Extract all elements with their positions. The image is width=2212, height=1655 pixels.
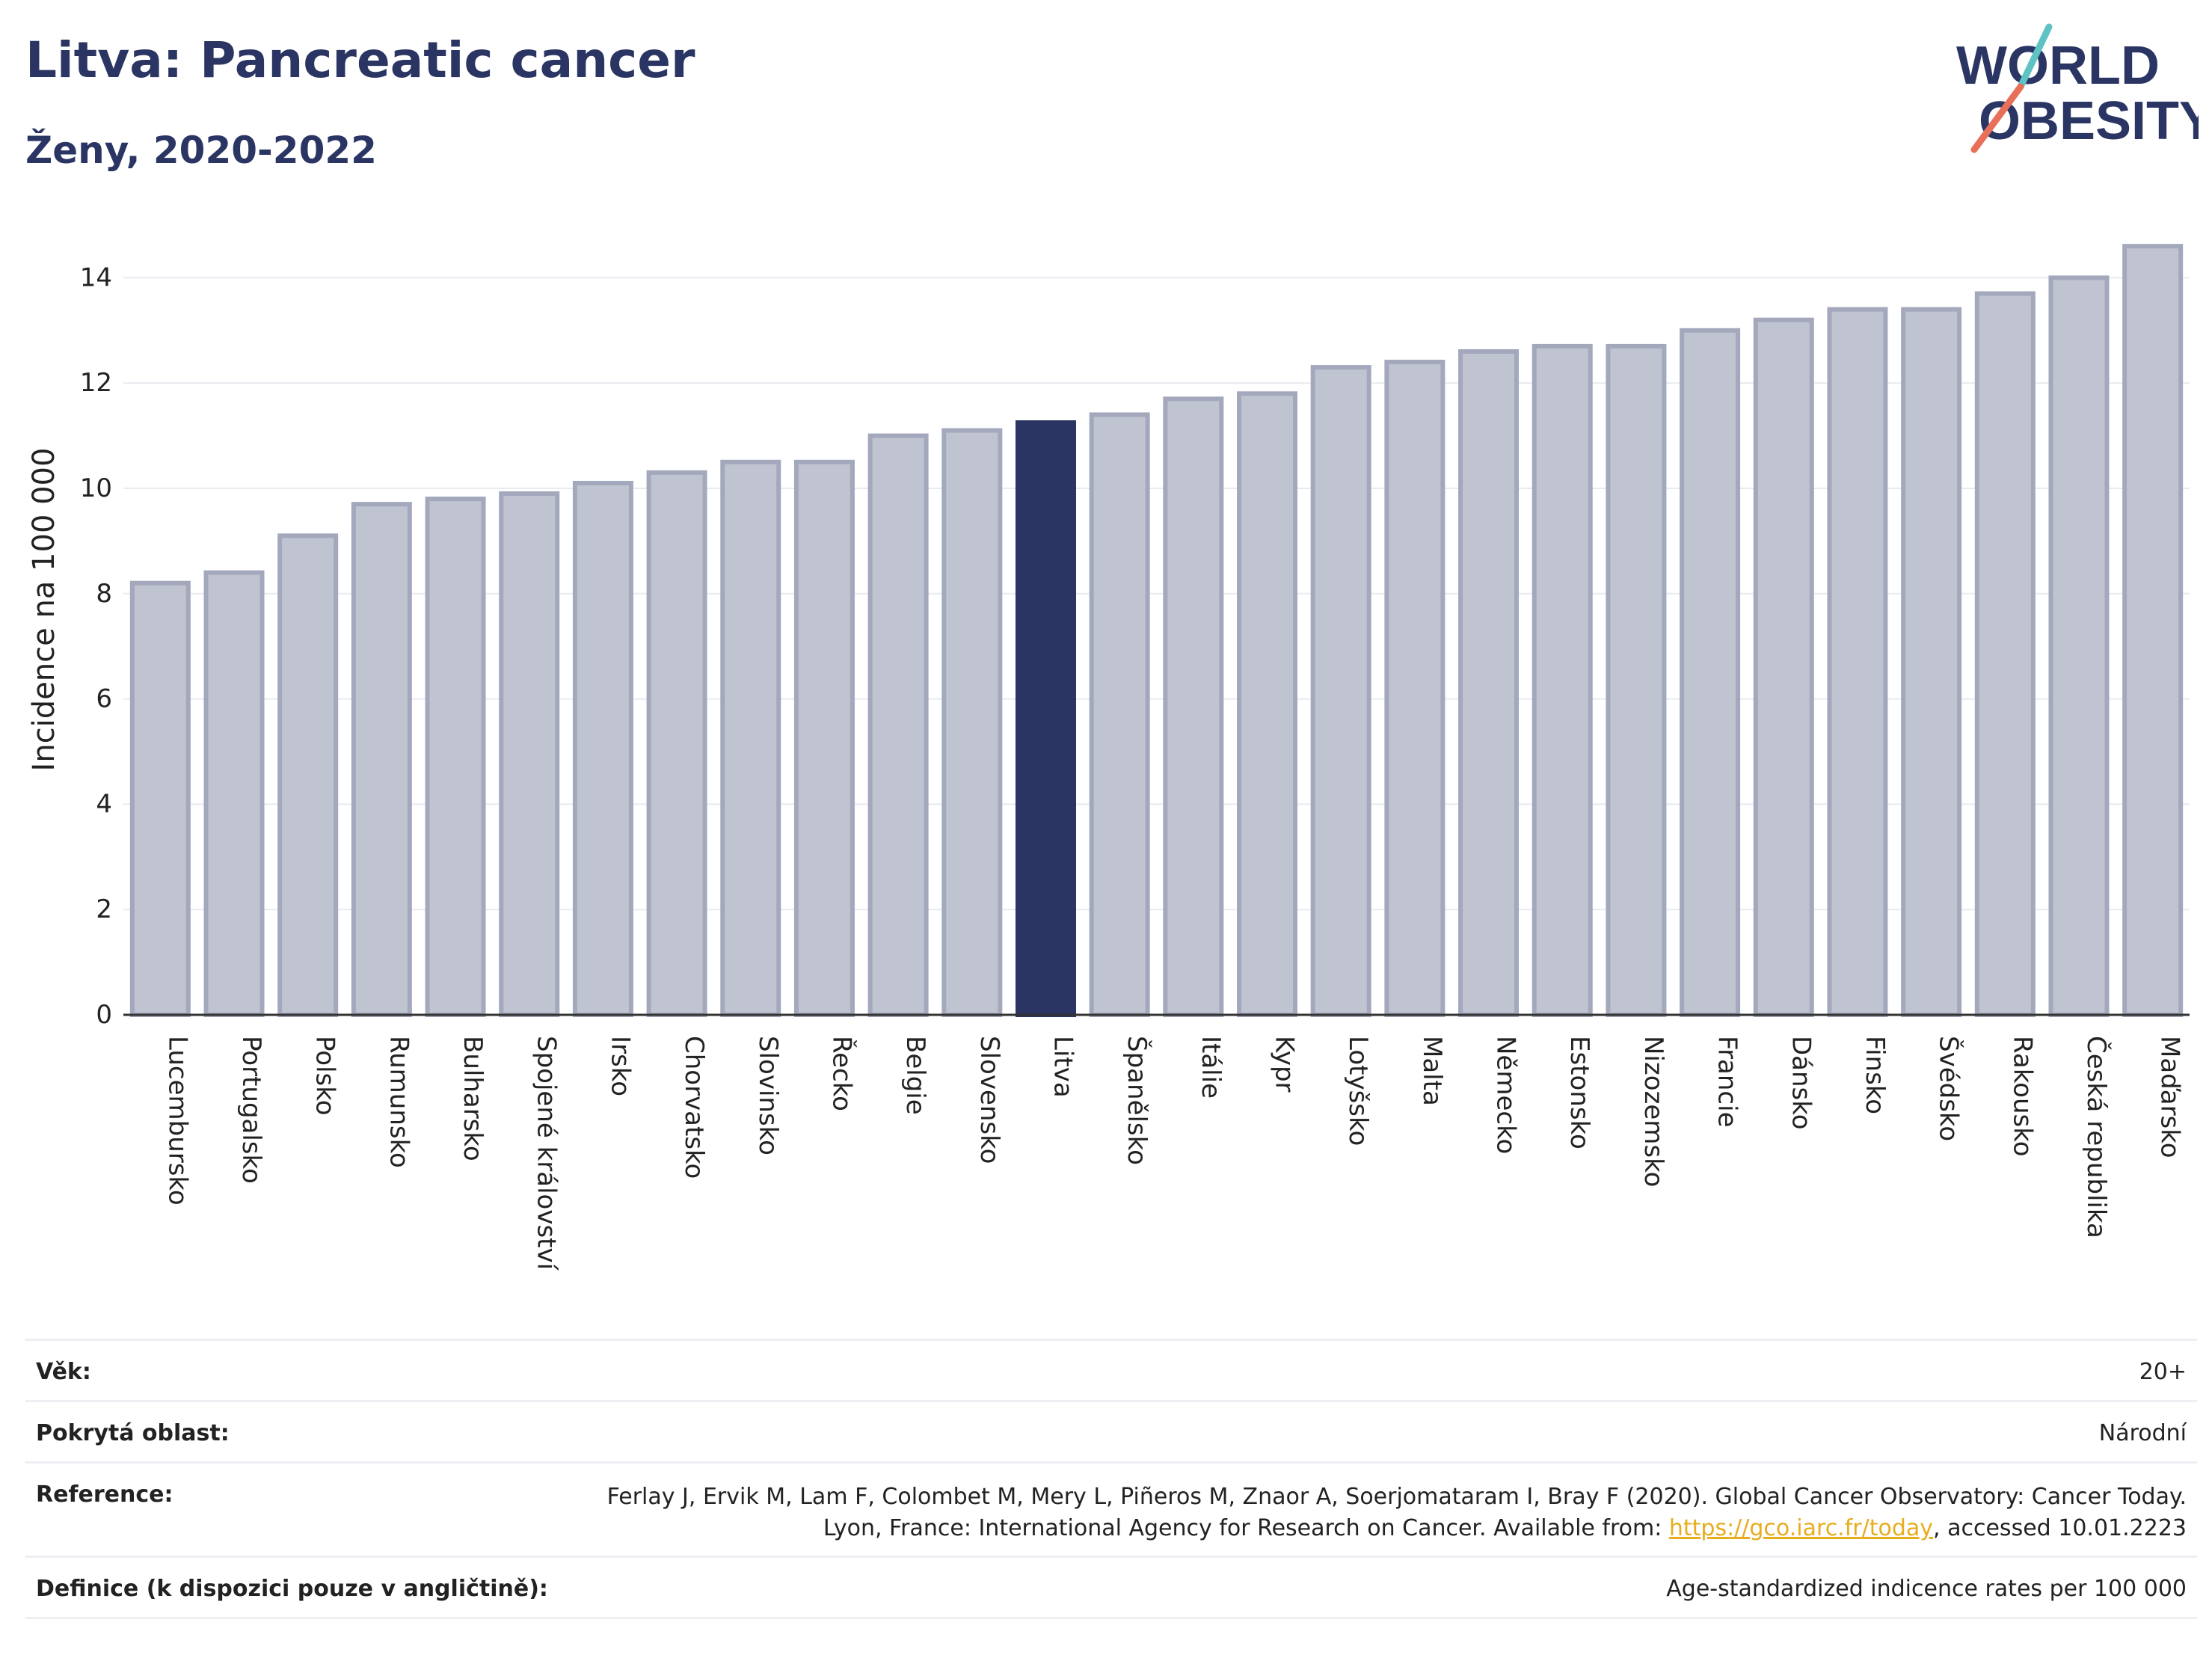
definition-value: Age-standardized indicence rates per 100… xyxy=(1666,1576,2187,1602)
reference-accessed: , accessed 10.01.2223 xyxy=(1933,1515,2187,1541)
x-tick-label-dansko: Dánsko xyxy=(1786,1036,1816,1130)
x-tick-label-ceska-republika: Česká republika xyxy=(2081,1036,2112,1238)
bar-svedsko xyxy=(1901,307,1962,1017)
metadata-table: Věk: 20+ Pokrytá oblast: Národní Referen… xyxy=(25,1339,2197,1619)
age-label: Věk: xyxy=(36,1359,91,1385)
y-axis-ticks: 0 2 4 6 8 10 12 14 xyxy=(80,262,112,1030)
bar-rakousko xyxy=(1974,291,2036,1017)
bar-dansko xyxy=(1753,317,1814,1018)
x-tick-label-recko: Řecko xyxy=(826,1036,857,1111)
definition-label: Definice (k dispozici pouze v angličtině… xyxy=(36,1576,548,1602)
x-tick-label-nemecko: Německo xyxy=(1491,1036,1521,1154)
x-tick-label-nizozemsko: Nizozemsko xyxy=(1638,1036,1668,1187)
bar-slovinsko xyxy=(720,459,781,1017)
y-tick-label: 2 xyxy=(96,894,112,924)
x-tick-label-madarsko: Maďarsko xyxy=(2155,1036,2185,1158)
area-value: Národní xyxy=(2098,1420,2187,1446)
x-tick-label-svedsko: Švédsko xyxy=(1934,1036,1964,1141)
bar-slovensko xyxy=(941,428,1003,1017)
x-tick-label-kypr: Kypr xyxy=(1270,1036,1300,1093)
bar-recko xyxy=(793,459,855,1017)
chart-title: Litva: Pancreatic cancer xyxy=(25,31,695,89)
x-axis-labels: Lucembursko Portugalsko Polsko Rumunsko Bulh… xyxy=(162,1036,2184,1271)
y-tick-label: 10 xyxy=(80,473,112,503)
y-tick-label: 6 xyxy=(96,684,112,714)
x-tick-label-rakousko: Rakousko xyxy=(2007,1036,2037,1157)
bar-malta xyxy=(1384,360,1446,1018)
reference-text: Ferlay J, Ervik M, Lam F, Colombet M, Me… xyxy=(606,1484,2187,1541)
reference-link[interactable]: https://gco.iarc.fr/today xyxy=(1668,1515,1934,1541)
x-tick-label-spojene-kralovstvi: Spojené království xyxy=(532,1036,562,1271)
bar-bulharsko xyxy=(425,497,486,1017)
x-tick-label-belgie: Belgie xyxy=(900,1036,930,1115)
y-tick-label: 14 xyxy=(80,262,112,292)
x-tick-label-irsko: Irsko xyxy=(605,1036,635,1096)
x-tick-label-portugalsko: Portugalsko xyxy=(236,1036,266,1184)
logo-text-obesity: OBESITY xyxy=(1979,91,2199,151)
meta-row-age: Věk: 20+ xyxy=(25,1341,2197,1402)
x-tick-label-bulharsko: Bulharsko xyxy=(458,1036,488,1161)
reference-value: Ferlay J, Ervik M, Lam F, Colombet M, Me… xyxy=(586,1481,2187,1544)
area-label: Pokrytá oblast: xyxy=(36,1420,230,1446)
bar-francie xyxy=(1680,328,1741,1017)
meta-row-reference: Reference: Ferlay J, Ervik M, Lam F, Col… xyxy=(25,1464,2197,1558)
x-tick-label-polsko: Polsko xyxy=(310,1036,340,1116)
reference-label: Reference: xyxy=(36,1481,173,1508)
y-tick-label: 12 xyxy=(80,368,112,398)
bar-ceska-republika xyxy=(2048,275,2110,1017)
x-tick-label-italie: Itálie xyxy=(1196,1036,1226,1099)
x-tick-label-slovensko: Slovensko xyxy=(974,1036,1004,1164)
x-tick-label-estonsko: Estonsko xyxy=(1564,1036,1594,1149)
bars xyxy=(129,244,2184,1018)
x-tick-label-rumunsko: Rumunsko xyxy=(384,1036,414,1168)
meta-row-definition: Definice (k dispozici pouze v angličtině… xyxy=(25,1558,2197,1619)
y-tick-label: 4 xyxy=(96,789,112,819)
bar-finsko xyxy=(1827,307,1888,1017)
bar-estonsko xyxy=(1531,343,1593,1018)
bar-rumunsko xyxy=(351,502,412,1017)
logo-slash-coral xyxy=(1970,83,2024,153)
chart-subtitle: Ženy, 2020-2022 xyxy=(25,129,377,172)
bar-chart: 0 2 4 6 8 10 12 14 Lucembursko Portugalsko Polsko… xyxy=(27,244,2190,1271)
bar-lotyssko xyxy=(1310,365,1371,1017)
x-tick-label-malta: Malta xyxy=(1417,1036,1447,1106)
x-tick-label-francie: Francie xyxy=(1712,1036,1742,1128)
bar-madarsko xyxy=(2122,244,2184,1017)
x-tick-label-lotyssko: Lotyšsko xyxy=(1343,1036,1373,1146)
meta-row-area: Pokrytá oblast: Národní xyxy=(25,1402,2197,1464)
bar-spanelsko xyxy=(1089,412,1150,1017)
bar-lucembursko xyxy=(129,580,191,1017)
x-tick-label-finsko: Finsko xyxy=(1860,1036,1890,1114)
bar-italie xyxy=(1163,396,1224,1017)
x-tick-label-litva: Litva xyxy=(1048,1036,1078,1098)
age-value: 20+ xyxy=(2139,1359,2187,1385)
logo-slash-teal xyxy=(2017,23,2053,90)
bar-portugalsko xyxy=(203,570,265,1017)
y-tick-label: 0 xyxy=(96,1000,112,1030)
bar-kypr xyxy=(1237,391,1298,1017)
x-tick-label-lucembursko: Lucembursko xyxy=(162,1036,192,1206)
x-tick-label-slovinsko: Slovinsko xyxy=(753,1036,783,1155)
bar-nemecko xyxy=(1458,348,1520,1017)
bar-litva xyxy=(1015,420,1076,1017)
y-axis-label: Incidence na 100 000 xyxy=(27,448,61,772)
bar-irsko xyxy=(572,480,633,1017)
bar-spojene-kralovstvi xyxy=(499,491,560,1017)
x-tick-label-chorvatsko: Chorvatsko xyxy=(679,1036,709,1179)
bar-nizozemsko xyxy=(1606,343,1667,1018)
bar-polsko xyxy=(277,533,339,1017)
bar-chorvatsko xyxy=(646,470,707,1017)
bar-belgie xyxy=(867,433,929,1017)
logo-text-world: WORLD xyxy=(1956,36,2160,96)
world-obesity-logo: WORLD OBESITY xyxy=(1956,23,2199,153)
y-tick-label: 8 xyxy=(96,579,112,609)
x-tick-label-spanelsko: Španělsko xyxy=(1122,1036,1152,1165)
